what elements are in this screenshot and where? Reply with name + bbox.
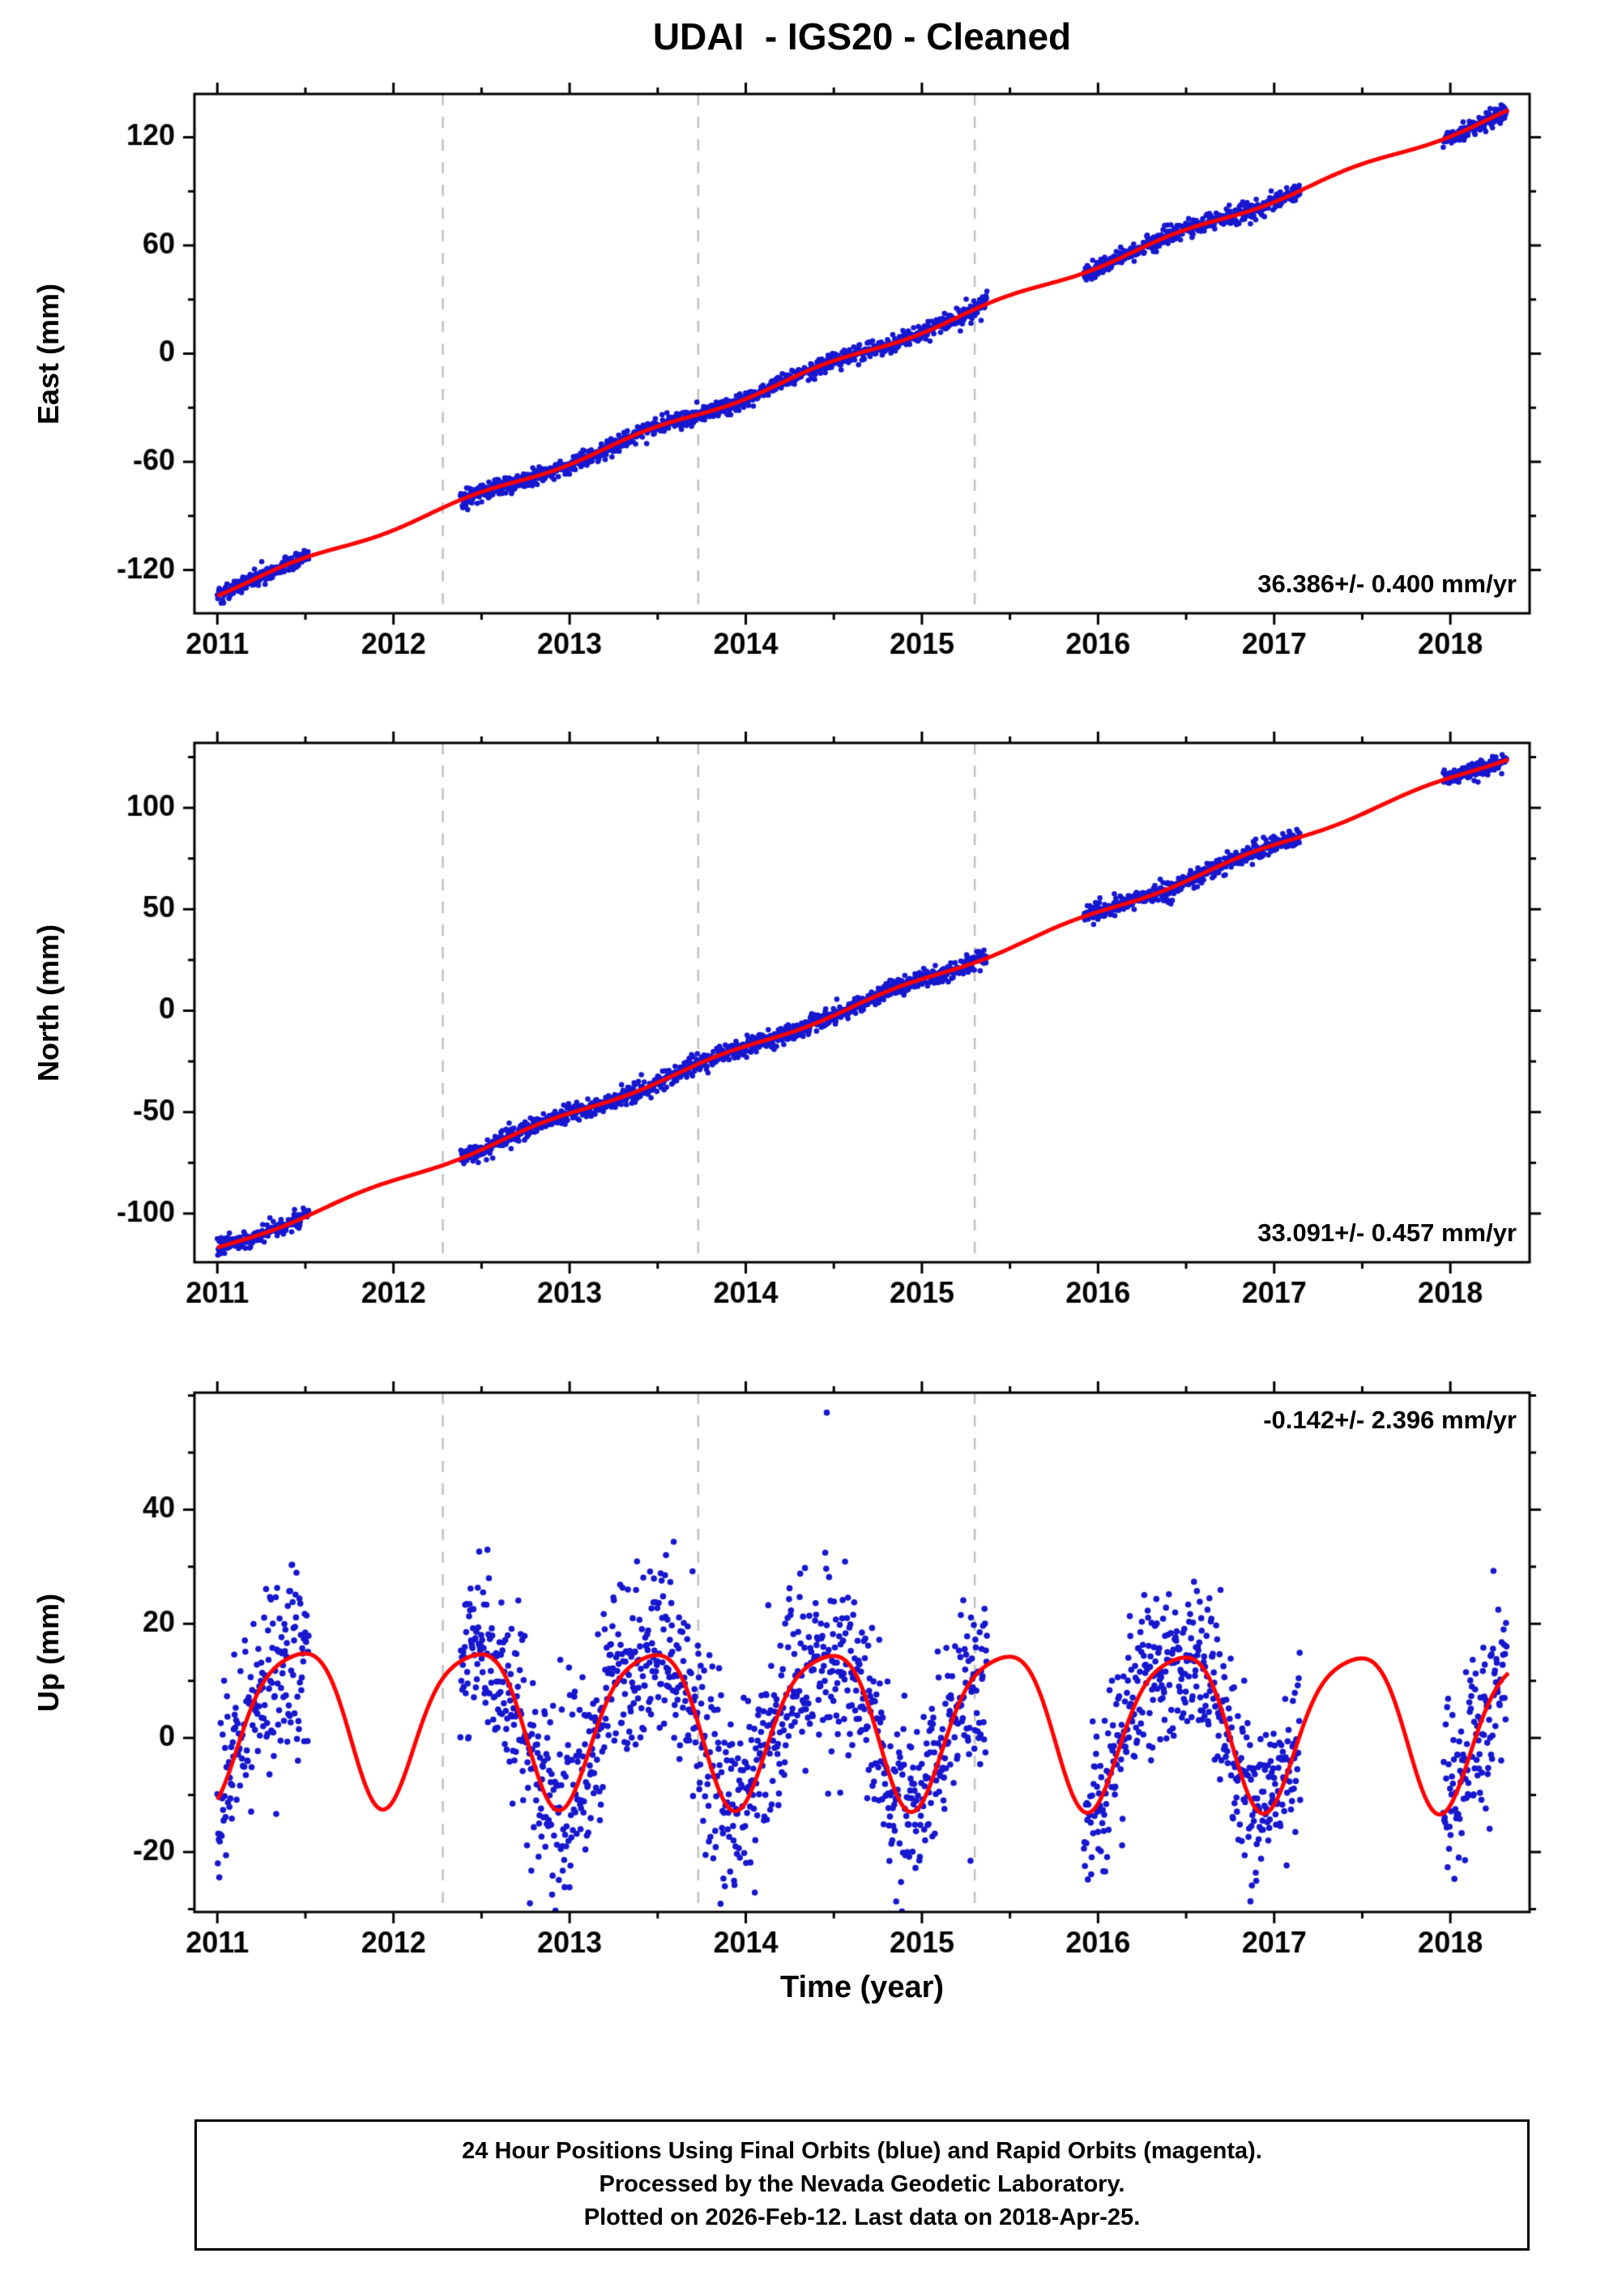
velocity-annotation-east: 36.386+/- 0.400 mm/yr (1257, 570, 1517, 598)
caption-line-2: Processed by the Nevada Geodetic Laborat… (599, 2171, 1125, 2198)
caption-line-3: Plotted on 2026-Feb-12. Last data on 201… (583, 2204, 1141, 2231)
velocity-annotation-up: -0.142+/- 2.396 mm/yr (1263, 1406, 1517, 1434)
y-axis-label-east: East (mm) (32, 283, 65, 425)
x-axis-label: Time (year) (779, 1970, 945, 2004)
y-axis-label-up: Up (mm) (32, 1594, 65, 1712)
caption-line-1: 24 Hour Positions Using Final Orbits (bl… (462, 2138, 1262, 2164)
caption-box: 24 Hour Positions Using Final Orbits (bl… (194, 2119, 1530, 2251)
page-title: UDAI - IGS20 - Cleaned (652, 15, 1072, 58)
velocity-annotation-north: 33.091+/- 0.457 mm/yr (1257, 1218, 1517, 1247)
y-axis-label-north: North (mm) (32, 924, 65, 1082)
